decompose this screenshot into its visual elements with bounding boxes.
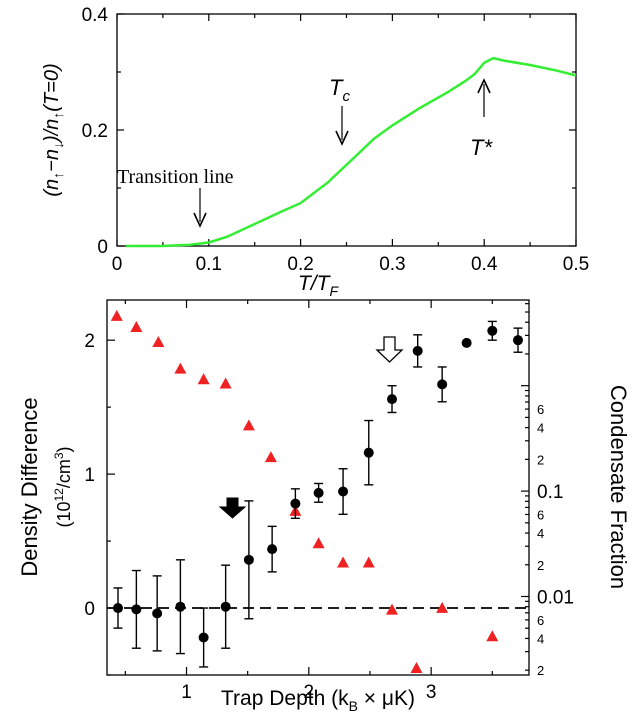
bottom-right-y-minor-label: 6 (537, 507, 544, 522)
tstar-annotation: T* (470, 135, 493, 160)
circle-point (387, 394, 398, 405)
circle-point (437, 379, 448, 390)
top-x-tick-label: 0.3 (379, 254, 405, 275)
circle-point (175, 601, 186, 612)
top-x-tick-label: 0 (112, 254, 123, 275)
circle-point (198, 632, 209, 643)
circle-point (152, 608, 163, 619)
transition-line-annotation: Transition line (117, 166, 234, 188)
top-series-line (126, 56, 577, 248)
bottom-right-y-minor-label: 6 (537, 402, 544, 417)
circle-point (113, 603, 124, 614)
triangle-point (110, 309, 123, 321)
triangle-point (219, 377, 232, 389)
triangle-point (337, 556, 350, 568)
bottom-x-tick-label: 1 (181, 682, 192, 703)
tc-annotation: Tc (329, 75, 350, 105)
bottom-left-y-tick-label: 0 (84, 599, 95, 620)
bottom-tick-labels: 1 2 3 0 1 2 0.01 0.1 2 4 6 2 4 6 2 4 6 (84, 331, 574, 703)
circle-point (412, 345, 423, 356)
triangle-point (386, 603, 399, 615)
bottom-right-y-major-label: 0.1 (537, 482, 563, 503)
condensate-fraction-series (110, 309, 499, 673)
triangle-point (410, 661, 423, 673)
circle-point (512, 335, 523, 346)
circle-point (363, 447, 374, 458)
transition-line-arrow (193, 188, 207, 228)
top-x-tick-label: 0.1 (196, 254, 222, 275)
bottom-left-y-tick-label: 1 (84, 465, 95, 486)
bottom-left-y-tick-label: 2 (84, 331, 95, 352)
triangle-point (436, 601, 449, 613)
top-ticks (116, 13, 577, 247)
top-plot-frame (116, 13, 577, 247)
triangle-point (312, 537, 325, 549)
top-y-tick-label: 0.4 (82, 5, 109, 26)
top-x-tick-label: 0.2 (287, 254, 313, 275)
bottom-right-y-minor-label: 4 (537, 421, 544, 436)
top-x-axis-label: T/TF (298, 272, 340, 299)
top-tick-labels: 0 0.1 0.2 0.3 0.4 0.5 0 0.2 0.4 (82, 5, 590, 275)
bottom-x-tick-label: 2 (304, 682, 315, 703)
open-arrow-marker (375, 336, 404, 363)
circle-point (243, 554, 254, 565)
circle-point (313, 487, 324, 498)
circle-point (290, 498, 301, 509)
bottom-right-y-axis-label: Condensate Fraction (606, 385, 631, 589)
tc-arrow (335, 106, 349, 146)
triangle-point (152, 335, 165, 347)
triangle-point (197, 373, 210, 385)
top-y-tick-label: 0.2 (82, 121, 108, 142)
bottom-right-y-minor-label: 4 (537, 631, 544, 646)
bottom-right-y-minor-label: 2 (537, 452, 544, 467)
bottom-plot-frame (106, 299, 530, 676)
bottom-right-y-major-label: 0.01 (537, 588, 574, 609)
circle-point (338, 486, 349, 497)
bottom-ticks (107, 300, 529, 676)
bottom-right-y-minor-label: 6 (537, 613, 544, 628)
triangle-point (242, 419, 255, 431)
bottom-left-y-axis-unit: (1012/cm3) (52, 446, 74, 527)
bottom-x-axis-label: Trap Depth (kB × μK) (221, 687, 415, 714)
triangle-point (130, 321, 143, 333)
filled-arrow-marker (218, 497, 247, 519)
bottom-right-y-minor-label: 2 (537, 558, 544, 573)
top-x-tick-label: 0.4 (471, 254, 498, 275)
circle-point (461, 337, 472, 348)
top-x-tick-label: 0.5 (563, 254, 589, 275)
circle-point (220, 601, 231, 612)
circle-point (487, 325, 498, 336)
circle-point (267, 544, 278, 555)
top-y-tick-label: 0 (97, 237, 108, 258)
triangle-point (486, 630, 499, 642)
bottom-right-y-minor-label: 2 (537, 663, 544, 678)
triangle-point (174, 362, 187, 374)
bottom-right-y-minor-label: 4 (537, 526, 544, 541)
top-panel: 0 0.1 0.2 0.3 0.4 0.500.20.4 Transition line … (41, 5, 589, 299)
triangle-point (264, 451, 277, 463)
triangle-point (362, 556, 375, 568)
bottom-x-tick-label: 3 (426, 682, 437, 703)
density-difference-series (113, 320, 523, 668)
circle-point (131, 604, 142, 615)
bottom-left-y-axis-label: Density Difference (17, 397, 42, 576)
bottom-panel: 1 2 3 0 1 2 0.01 0.1 2 4 6 2 4 6 2 4 6 Density Differenc… (17, 299, 631, 714)
top-y-axis-label: (n↑−n↓)/n↑(T=0) (41, 63, 66, 196)
tstar-arrow (477, 78, 491, 117)
